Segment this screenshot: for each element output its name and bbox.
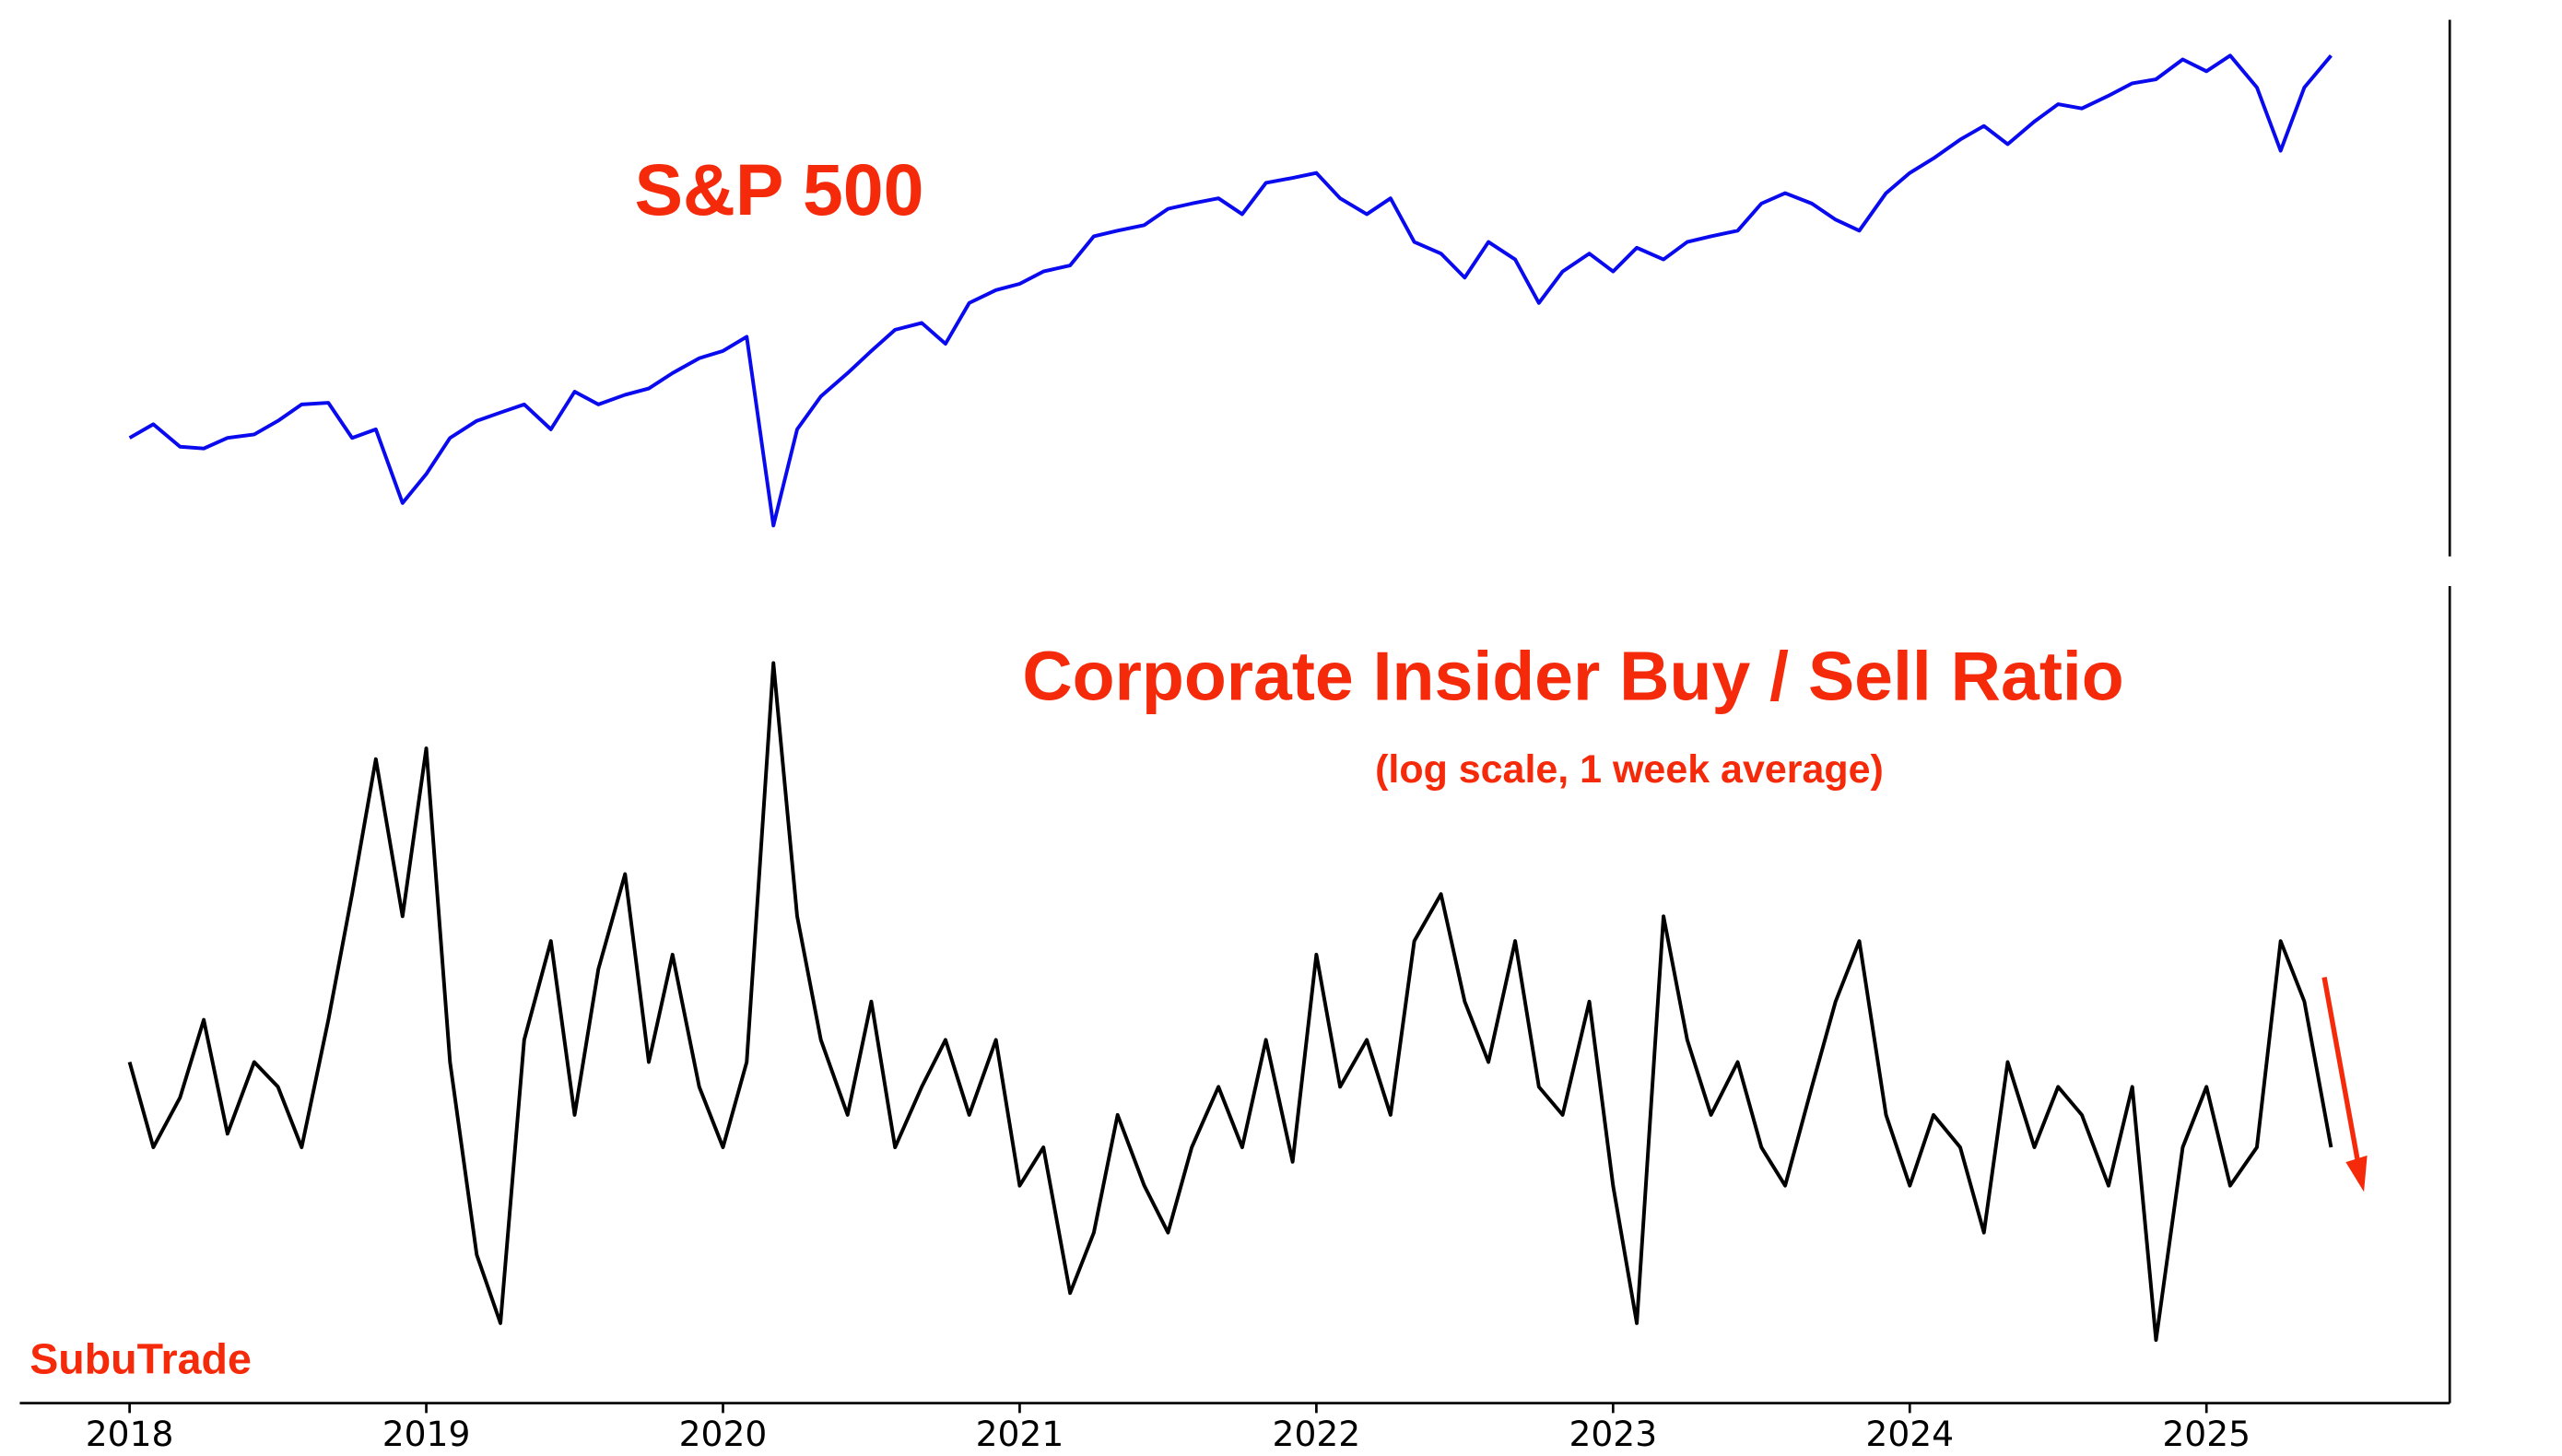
x-tick-label: 2020	[679, 1414, 768, 1454]
x-tick-label: 2018	[86, 1414, 174, 1454]
watermark: SubuTrade	[29, 1334, 252, 1382]
x-tick-label: 2019	[382, 1414, 471, 1454]
annotation-arrow	[2321, 976, 2368, 1192]
chart-title: Corporate Insider Buy / Sell Ratio	[1022, 638, 2123, 715]
series-line	[127, 661, 2333, 1343]
series-line	[128, 53, 2333, 528]
chart-title: S&P 500	[634, 149, 923, 230]
x-tick-label: 2023	[1569, 1414, 1657, 1454]
x-tick-label: 2021	[976, 1414, 1064, 1454]
x-tick-label: 2022	[1273, 1414, 1361, 1454]
chart-subtitle: (log scale, 1 week average)	[1375, 747, 1884, 792]
x-tick-label: 2024	[1865, 1414, 1954, 1454]
x-tick-label: 2025	[2162, 1414, 2251, 1454]
